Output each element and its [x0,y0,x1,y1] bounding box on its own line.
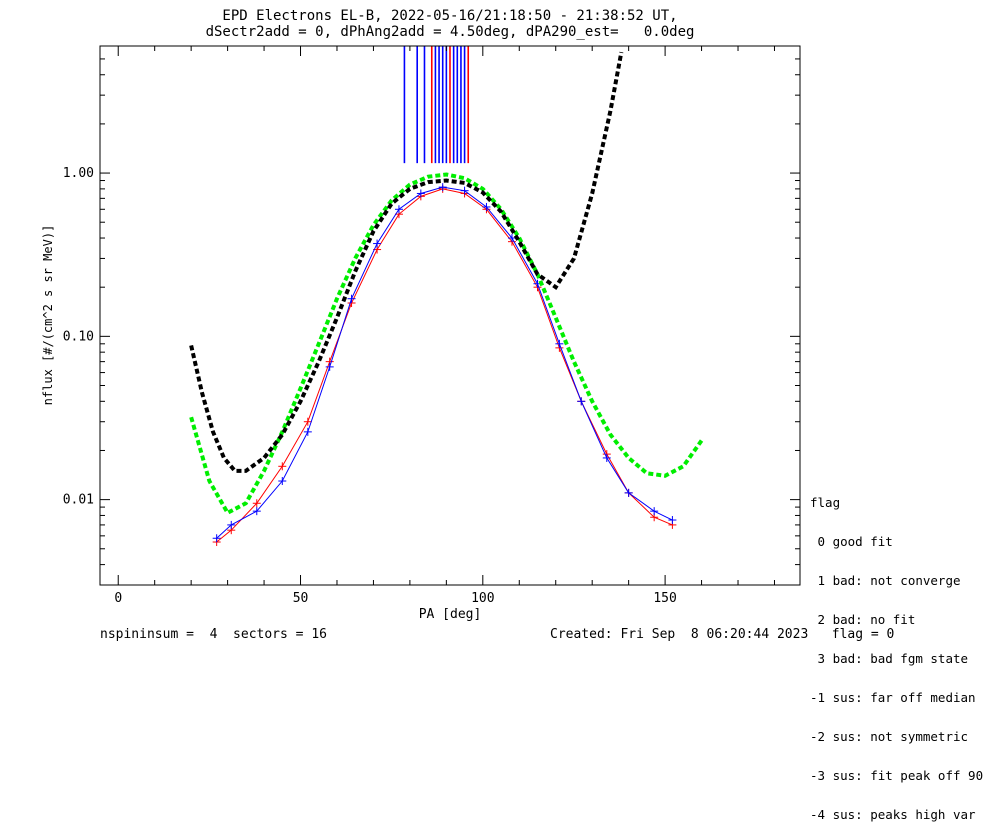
chart-title-line2: dSectr2add = 0, dPhAng2add = 4.50deg, dP… [205,24,695,40]
data-point-marker [577,397,586,406]
x-tick-label: 50 [293,591,309,606]
legend-title: flag [810,495,841,510]
data-point-marker [668,516,677,525]
footer-created-flag: Created: Fri Sep 8 06:20:44 2023 flag = … [550,627,895,642]
flag-legend: flag 0 good fit 1 bad: not converge 2 ba… [810,470,983,834]
legend-item: -2 sus: not symmetric [810,729,969,744]
chart-canvas: 0 50 100 150 0.01 0.10 1.00 PA [deg] nflux [#/… [41,45,801,622]
axis-ticks: 0 50 100 150 0.01 0.10 1.00 [63,45,800,606]
y-tick-label: 0.01 [63,493,94,508]
data-point-marker [416,189,425,198]
data-point-marker [252,507,261,516]
x-tick-label: 100 [471,591,494,606]
legend-item: -1 sus: far off median [810,690,976,705]
data-point-marker [438,183,447,192]
legend-item: 2 bad: no fit [810,612,916,627]
data-point-marker [212,534,221,543]
data-point-marker [278,477,287,486]
data-point-marker [303,427,312,436]
data-point-marker [325,362,334,371]
y-axis-label: nflux [#/(cm^2 s sr MeV)] [41,225,55,406]
x-tick-label: 150 [653,591,676,606]
fit-curve-3 [189,51,624,473]
series-line-1 [216,186,673,539]
data-point-marker [460,186,469,195]
data-point-marker [624,488,633,497]
legend-item: 1 bad: not converge [810,573,961,588]
y-tick-label: 0.10 [63,329,94,344]
data-point-marker [602,453,611,462]
data-point-marker [650,507,659,516]
data-point-marker [227,520,236,529]
data-point-marker [482,202,491,211]
data-point-marker [278,462,287,471]
data-point-marker [347,294,356,303]
data-point-marker [373,239,382,248]
legend-item: -4 sus: peaks high var [810,807,976,822]
series-line-0 [216,188,673,543]
fit-curve-2 [189,172,704,516]
y-tick-label: 1.00 [63,166,94,181]
legend-item: 3 bad: bad fgm state [810,651,969,666]
data-point-marker [555,339,564,348]
x-axis-label: PA [deg] [419,607,482,622]
data-point-marker [303,417,312,426]
data-point-marker [252,499,261,508]
plot-frame [99,45,801,586]
legend-item: -3 sus: fit peak off 90 [810,768,984,783]
data-point-marker [394,205,403,214]
data-point-marker [507,234,516,243]
chart-title-line1: EPD Electrons EL-B, 2022-05-16/21:18:50 … [222,8,678,24]
footer-sector-info: nspininsum = 4 sectors = 16 [100,627,327,642]
legend-item: 0 good fit [810,534,893,549]
x-tick-label: 0 [114,591,122,606]
plot-area [189,46,704,547]
